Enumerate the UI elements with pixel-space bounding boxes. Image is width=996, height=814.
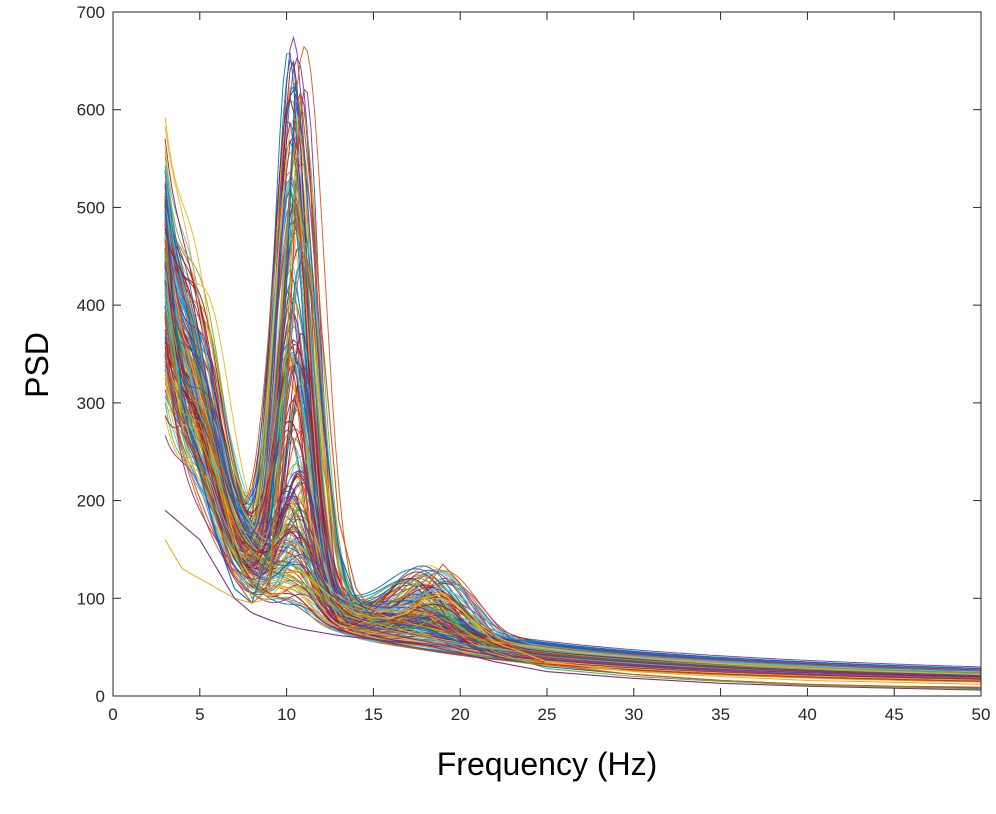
- psd-series-line: [164, 250, 981, 675]
- y-tick-label: 0: [96, 687, 105, 706]
- psd-series-line: [164, 362, 982, 680]
- psd-series-line: [164, 241, 982, 678]
- psd-series-line: [164, 255, 982, 670]
- x-ticks: 0 5 10 15 20 25 30 35 40 45 50: [108, 12, 990, 724]
- psd-series-line: [164, 251, 982, 678]
- psd-series-line: [164, 361, 982, 682]
- psd-series-line: [164, 306, 982, 676]
- psd-series-line: [164, 93, 982, 688]
- psd-series-line: [164, 133, 982, 677]
- psd-series-line: [164, 240, 982, 678]
- y-tick-label: 700: [77, 3, 105, 22]
- y-tick-label: 100: [77, 589, 105, 608]
- x-tick-label: 0: [108, 705, 117, 724]
- psd-series-line: [164, 251, 982, 677]
- psd-series-line: [164, 116, 982, 675]
- psd-series-line: [164, 370, 981, 676]
- axes-box: [112, 11, 982, 697]
- psd-series-line: [164, 249, 981, 674]
- psd-series-line: [164, 315, 982, 670]
- psd-series-line: [164, 259, 982, 673]
- y-tick-label: 200: [77, 492, 105, 511]
- psd-series-line: [164, 241, 982, 676]
- y-tick-label: 400: [77, 296, 105, 315]
- y-axis-label: PSD: [19, 332, 55, 398]
- x-tick-label: 45: [885, 705, 904, 724]
- x-tick-label: 40: [798, 705, 817, 724]
- psd-series-line: [164, 257, 982, 671]
- axes: [112, 11, 982, 697]
- psd-series-line: [164, 316, 982, 678]
- psd-series-line: [164, 256, 982, 671]
- psd-series-line: [164, 256, 982, 679]
- psd-series-line: [164, 239, 982, 680]
- x-tick-label: 30: [624, 705, 643, 724]
- psd-series-line: [164, 254, 981, 683]
- psd-series-line: [164, 257, 982, 678]
- y-tick-label: 600: [77, 101, 105, 120]
- psd-series-line: [164, 168, 982, 690]
- y-tick-label: 300: [77, 394, 105, 413]
- psd-series-line: [164, 171, 981, 672]
- psd-series-line: [164, 251, 981, 681]
- psd-series-line: [164, 250, 982, 680]
- x-tick-label: 50: [972, 705, 991, 724]
- x-tick-label: 20: [451, 705, 470, 724]
- x-tick-label: 5: [195, 705, 204, 724]
- x-axis-label: Frequency (Hz): [437, 746, 658, 782]
- x-tick-label: 35: [711, 705, 730, 724]
- x-tick-label: 25: [538, 705, 557, 724]
- psd-curves: [164, 35, 982, 691]
- psd-series-line: [164, 371, 981, 681]
- psd-series-line: [164, 202, 982, 671]
- psd-series-line: [164, 299, 982, 678]
- psd-series-line: [164, 509, 982, 691]
- x-tick-label: 10: [277, 705, 296, 724]
- y-ticks: 0 100 200 300 400 500 600 700: [77, 3, 981, 706]
- psd-series-line: [164, 253, 982, 679]
- y-tick-label: 500: [77, 198, 105, 217]
- x-tick-label: 15: [364, 705, 383, 724]
- psd-series-line: [164, 266, 982, 682]
